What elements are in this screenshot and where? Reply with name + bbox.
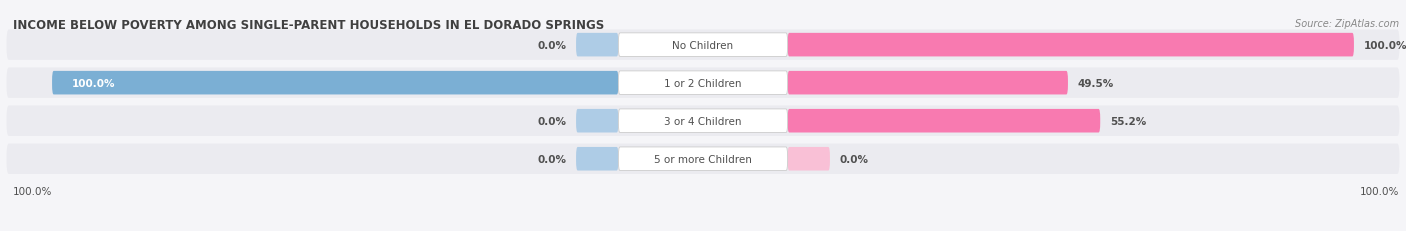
FancyBboxPatch shape [576, 109, 619, 133]
FancyBboxPatch shape [619, 147, 787, 171]
Text: 100.0%: 100.0% [1364, 40, 1406, 50]
Text: Source: ZipAtlas.com: Source: ZipAtlas.com [1295, 19, 1399, 29]
FancyBboxPatch shape [7, 30, 1399, 61]
FancyBboxPatch shape [7, 68, 1399, 98]
Text: 0.0%: 0.0% [537, 154, 567, 164]
FancyBboxPatch shape [52, 72, 619, 95]
FancyBboxPatch shape [787, 147, 830, 171]
Text: 0.0%: 0.0% [537, 116, 567, 126]
FancyBboxPatch shape [576, 34, 619, 57]
Text: 49.5%: 49.5% [1078, 78, 1114, 88]
Text: 1 or 2 Children: 1 or 2 Children [664, 78, 742, 88]
Text: No Children: No Children [672, 40, 734, 50]
FancyBboxPatch shape [787, 34, 1354, 57]
FancyBboxPatch shape [787, 72, 1069, 95]
Text: 100.0%: 100.0% [13, 186, 52, 196]
FancyBboxPatch shape [787, 109, 1101, 133]
Text: 5 or more Children: 5 or more Children [654, 154, 752, 164]
FancyBboxPatch shape [619, 109, 787, 133]
FancyBboxPatch shape [576, 147, 619, 171]
FancyBboxPatch shape [7, 106, 1399, 136]
FancyBboxPatch shape [619, 72, 787, 95]
Text: 100.0%: 100.0% [1360, 186, 1399, 196]
FancyBboxPatch shape [619, 34, 787, 57]
Text: 55.2%: 55.2% [1109, 116, 1146, 126]
Text: 100.0%: 100.0% [72, 78, 115, 88]
Text: 0.0%: 0.0% [839, 154, 869, 164]
FancyBboxPatch shape [7, 144, 1399, 174]
Text: 0.0%: 0.0% [537, 40, 567, 50]
Text: 3 or 4 Children: 3 or 4 Children [664, 116, 742, 126]
Text: INCOME BELOW POVERTY AMONG SINGLE-PARENT HOUSEHOLDS IN EL DORADO SPRINGS: INCOME BELOW POVERTY AMONG SINGLE-PARENT… [13, 19, 605, 32]
